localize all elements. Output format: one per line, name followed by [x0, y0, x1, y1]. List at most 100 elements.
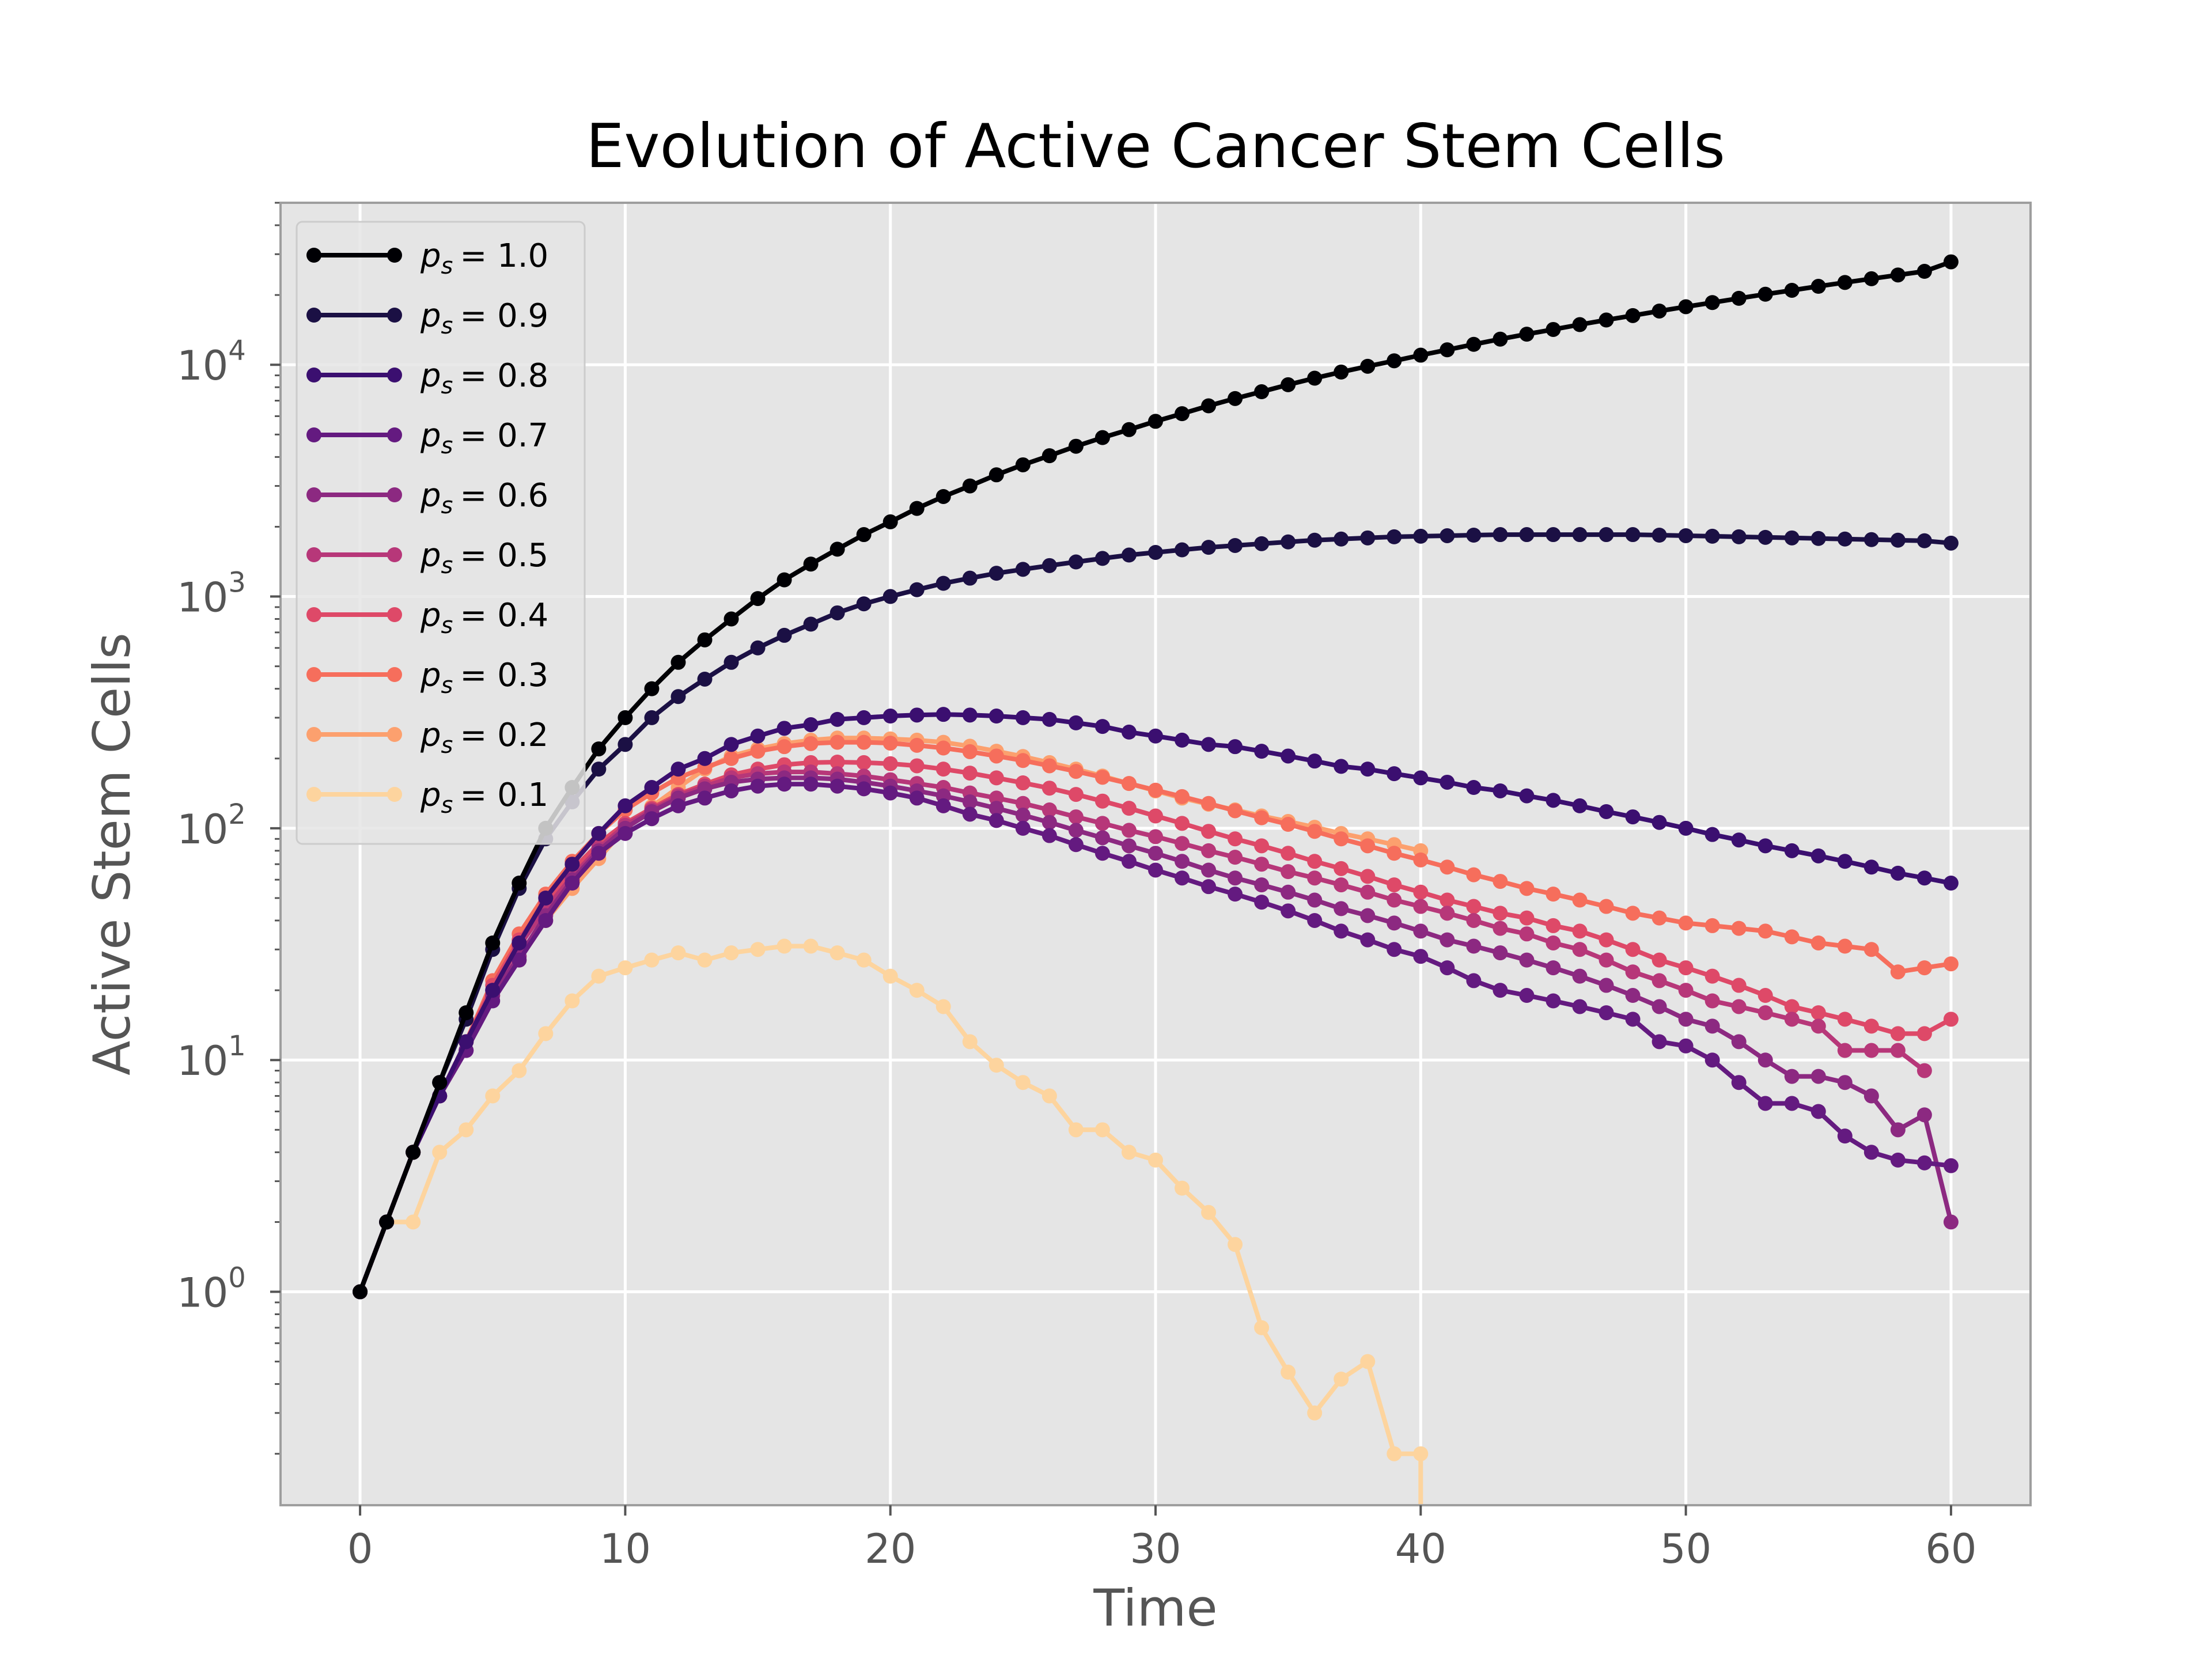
data-point	[512, 1063, 527, 1078]
data-point	[618, 825, 633, 841]
data-point	[882, 709, 898, 724]
legend-marker	[306, 607, 321, 622]
data-point	[1387, 892, 1402, 908]
data-point	[1360, 762, 1376, 777]
data-point	[1015, 753, 1031, 768]
data-point	[1890, 532, 1906, 548]
data-point	[1519, 952, 1535, 968]
data-point	[1094, 830, 1110, 846]
data-point	[1254, 838, 1270, 854]
x-axis: 0 10 20 30 40 50 60	[347, 1505, 1976, 1573]
data-point	[1466, 336, 1482, 352]
data-point	[1863, 859, 1879, 875]
x-tick-label: 50	[1660, 1525, 1711, 1573]
data-point	[1254, 1320, 1270, 1335]
legend-marker	[387, 427, 402, 442]
data-point	[618, 710, 633, 725]
data-point	[1652, 303, 1667, 319]
data-point	[1148, 782, 1163, 798]
data-point	[1201, 398, 1217, 414]
data-point	[1519, 881, 1535, 896]
data-point	[1837, 1075, 1853, 1090]
data-point	[777, 721, 792, 736]
data-point	[1519, 910, 1535, 926]
data-point	[1148, 544, 1163, 560]
data-point	[1731, 290, 1747, 306]
data-point	[1148, 1152, 1163, 1168]
x-tick-label: 60	[1925, 1525, 1976, 1573]
data-point	[1546, 527, 1561, 543]
legend-label: ps = 0.3	[420, 657, 548, 699]
data-point	[1015, 796, 1031, 811]
data-point	[1705, 1052, 1720, 1068]
data-point	[671, 945, 686, 961]
data-point	[1360, 869, 1376, 884]
legend-item: ps = 0.4	[306, 597, 548, 639]
data-point	[1572, 317, 1588, 332]
data-point	[1731, 529, 1747, 544]
series-p-s-1-0	[353, 254, 1959, 1300]
x-tick-label: 30	[1130, 1525, 1181, 1573]
data-point	[1837, 938, 1853, 954]
data-point	[1281, 864, 1296, 880]
data-point	[988, 748, 1004, 764]
legend-marker	[387, 368, 402, 382]
data-point	[1281, 884, 1296, 900]
data-point	[644, 681, 660, 696]
data-point	[1916, 1107, 1932, 1123]
data-point	[1307, 892, 1323, 908]
data-point	[856, 596, 872, 612]
data-point	[856, 710, 872, 725]
data-point	[1334, 759, 1349, 774]
data-point	[1572, 942, 1588, 957]
data-point	[962, 794, 978, 810]
data-point	[1175, 732, 1190, 748]
data-point	[1810, 1069, 1826, 1084]
data-point	[1678, 915, 1694, 931]
data-point	[1413, 347, 1429, 363]
data-point	[1652, 1034, 1667, 1050]
data-point	[1678, 820, 1694, 836]
legend-item: ps = 1.0	[306, 237, 548, 279]
data-point	[1440, 342, 1455, 358]
data-point	[1705, 827, 1720, 842]
data-point	[1466, 867, 1482, 882]
data-point	[1572, 968, 1588, 984]
legend-label: ps = 0.2	[420, 717, 548, 759]
data-point	[724, 751, 739, 766]
data-point	[1625, 527, 1641, 543]
data-point	[1599, 952, 1614, 968]
legend-item: ps = 0.6	[306, 477, 548, 519]
data-point	[1440, 960, 1455, 976]
legend-marker	[387, 308, 402, 323]
data-point	[1440, 932, 1455, 948]
data-point	[830, 605, 845, 620]
legend-marker	[306, 547, 321, 562]
data-point	[988, 467, 1004, 483]
data-point	[1890, 1026, 1906, 1041]
y-tick-label: 104	[177, 335, 246, 389]
data-point	[1705, 1018, 1720, 1034]
data-point	[830, 711, 845, 727]
data-point	[1307, 870, 1323, 886]
data-point	[591, 968, 607, 984]
data-point	[1916, 1026, 1932, 1041]
data-point	[1121, 724, 1137, 740]
data-point	[432, 1145, 448, 1160]
data-point	[1943, 1214, 1959, 1230]
data-point	[1519, 926, 1535, 942]
data-point	[1413, 884, 1429, 900]
data-point	[1175, 836, 1190, 851]
data-point	[432, 1075, 448, 1090]
data-point	[1863, 1018, 1879, 1034]
legend-item: ps = 0.7	[306, 417, 548, 459]
data-point	[1094, 430, 1110, 445]
data-point	[1758, 1005, 1773, 1021]
data-point	[1652, 815, 1667, 830]
data-point	[1148, 728, 1163, 744]
data-point	[1201, 1205, 1217, 1220]
legend-marker	[387, 487, 402, 502]
data-point	[750, 728, 766, 744]
data-point	[1546, 960, 1561, 976]
